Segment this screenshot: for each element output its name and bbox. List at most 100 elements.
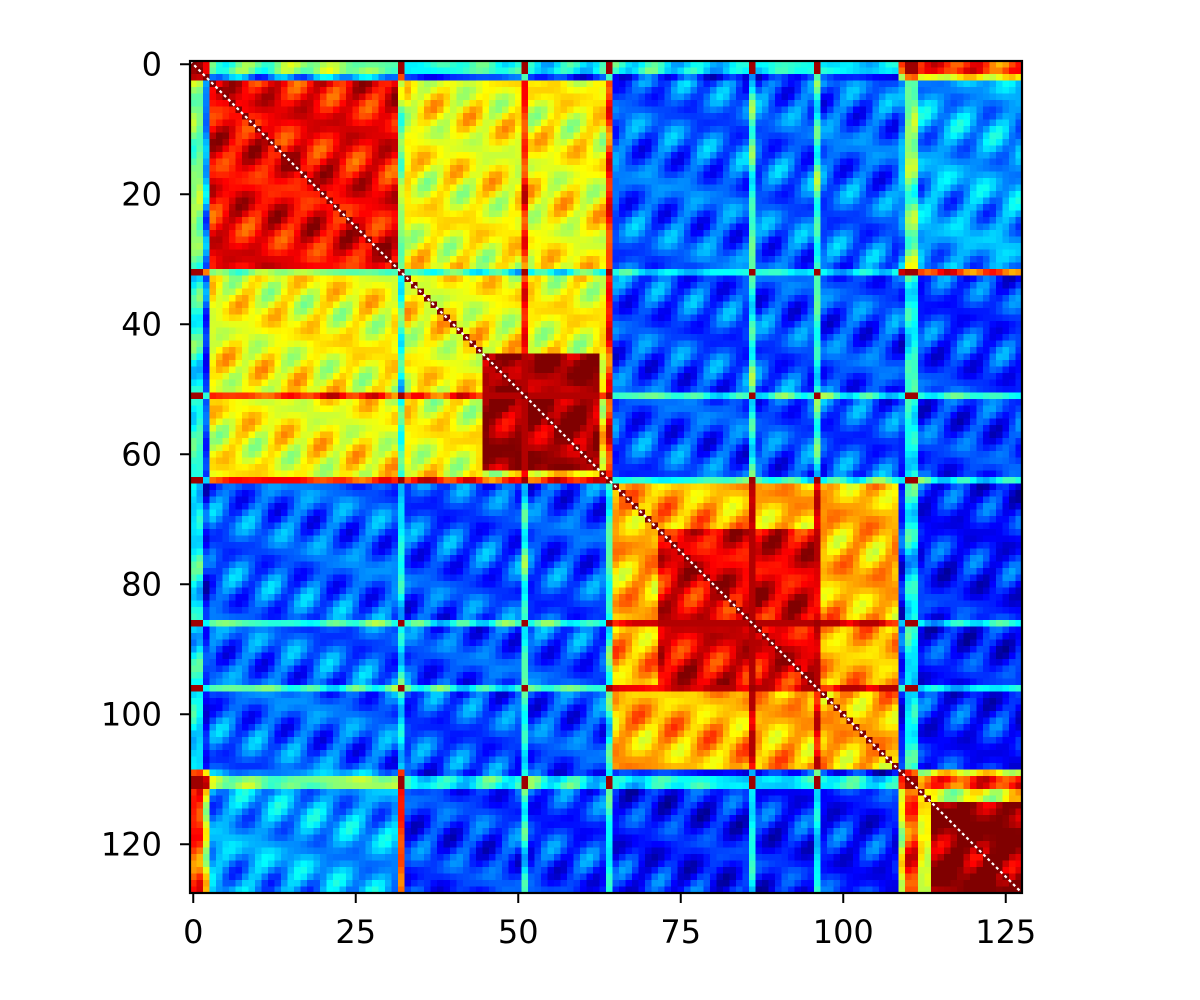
heatmap-cell <box>1009 61 1016 68</box>
heatmap-cell <box>417 87 425 94</box>
heatmap-cell <box>469 191 477 198</box>
heatmap-cell <box>229 256 236 263</box>
heatmap-cell <box>710 217 717 224</box>
heatmap-cell <box>762 119 769 127</box>
heatmap-cell <box>957 210 964 218</box>
heatmap-cell <box>359 171 366 179</box>
heatmap-cell <box>411 80 418 88</box>
heatmap-cell <box>281 106 288 114</box>
heatmap-cell <box>976 74 984 81</box>
heatmap-cell <box>924 301 932 309</box>
heatmap-cell <box>404 204 412 211</box>
heatmap-cell <box>307 100 314 107</box>
heatmap-cell <box>996 74 1003 81</box>
heatmap-cell <box>625 74 633 81</box>
heatmap-cell <box>450 106 457 114</box>
heatmap-cell <box>944 178 951 185</box>
heatmap-cell <box>638 197 646 205</box>
heatmap-cell <box>924 132 932 140</box>
heatmap-cell <box>242 158 249 166</box>
heatmap-cell <box>892 223 899 231</box>
heatmap-cell <box>970 93 977 101</box>
heatmap-cell <box>606 132 613 140</box>
heatmap-cell <box>996 93 1003 101</box>
heatmap-cell <box>495 282 503 289</box>
heatmap-cell <box>281 139 288 146</box>
heatmap-cell <box>619 236 626 244</box>
heatmap-cell <box>196 113 204 120</box>
heatmap-cell <box>846 171 854 179</box>
heatmap-cell <box>866 282 873 289</box>
heatmap-cell <box>742 145 750 153</box>
heatmap-cell <box>950 67 958 75</box>
heatmap-cell <box>385 139 392 146</box>
heatmap-cell <box>346 249 353 257</box>
heatmap-cell <box>625 113 633 120</box>
heatmap-cell <box>326 236 334 244</box>
heatmap-cell <box>703 74 711 81</box>
heatmap-cell <box>313 106 321 114</box>
heatmap-cell <box>619 132 626 140</box>
heatmap-cell <box>222 178 230 185</box>
heatmap-cell <box>976 275 984 283</box>
heatmap-cell <box>404 236 412 244</box>
heatmap-cell <box>788 126 795 133</box>
heatmap-cell <box>229 119 236 127</box>
heatmap-cell <box>229 67 236 75</box>
heatmap-cell <box>918 184 925 192</box>
heatmap-cell <box>677 67 685 75</box>
heatmap-cell <box>326 243 334 250</box>
heatmap-cell <box>385 301 392 309</box>
heatmap-cell <box>768 275 776 283</box>
heatmap-cell <box>502 61 509 68</box>
heatmap-cell <box>443 100 451 107</box>
heatmap-cell <box>443 80 451 88</box>
heatmap-cell <box>521 288 529 296</box>
heatmap-cell <box>937 145 945 153</box>
heatmap-cell <box>326 67 334 75</box>
heatmap-cell <box>879 262 886 270</box>
heatmap-cell <box>229 152 236 159</box>
heatmap-cell <box>690 262 698 270</box>
heatmap-cell <box>196 132 204 140</box>
heatmap-cell <box>723 171 730 179</box>
heatmap-cell <box>216 256 223 263</box>
heatmap-cell <box>872 80 880 88</box>
heatmap-cell <box>905 67 912 75</box>
heatmap-cell <box>989 67 997 75</box>
heatmap-cell <box>294 288 301 296</box>
heatmap-cell <box>372 295 379 302</box>
heatmap-cell <box>606 282 613 289</box>
heatmap-cell <box>606 301 613 309</box>
heatmap-cell <box>827 87 834 94</box>
heatmap-cell <box>957 275 964 283</box>
heatmap-cell <box>495 113 503 120</box>
heatmap-cell <box>209 145 217 153</box>
heatmap-cell <box>261 87 269 94</box>
heatmap-cell <box>963 165 971 172</box>
heatmap-cell <box>697 243 704 250</box>
heatmap-cell <box>365 145 373 153</box>
heatmap-cell <box>391 184 399 192</box>
heatmap-cell <box>944 243 951 250</box>
heatmap-cell <box>222 165 230 172</box>
heatmap-cell <box>684 178 691 185</box>
heatmap-cell <box>346 301 353 309</box>
heatmap-cell <box>541 87 548 94</box>
heatmap-cell <box>255 139 262 146</box>
heatmap-cell <box>307 204 314 211</box>
heatmap-cell <box>619 126 626 133</box>
heatmap-cell <box>346 236 353 244</box>
heatmap-cell <box>586 197 594 205</box>
heatmap-cell <box>762 61 769 68</box>
heatmap-cell <box>222 204 230 211</box>
heatmap-cell <box>235 171 243 179</box>
heatmap-cell <box>632 132 639 140</box>
heatmap-cell <box>489 80 496 88</box>
heatmap-cell <box>489 191 496 198</box>
heatmap-cell <box>723 256 730 263</box>
heatmap-cell <box>489 74 496 81</box>
heatmap-cell <box>203 74 210 81</box>
heatmap-cell <box>599 301 607 309</box>
heatmap-cell <box>300 197 308 205</box>
